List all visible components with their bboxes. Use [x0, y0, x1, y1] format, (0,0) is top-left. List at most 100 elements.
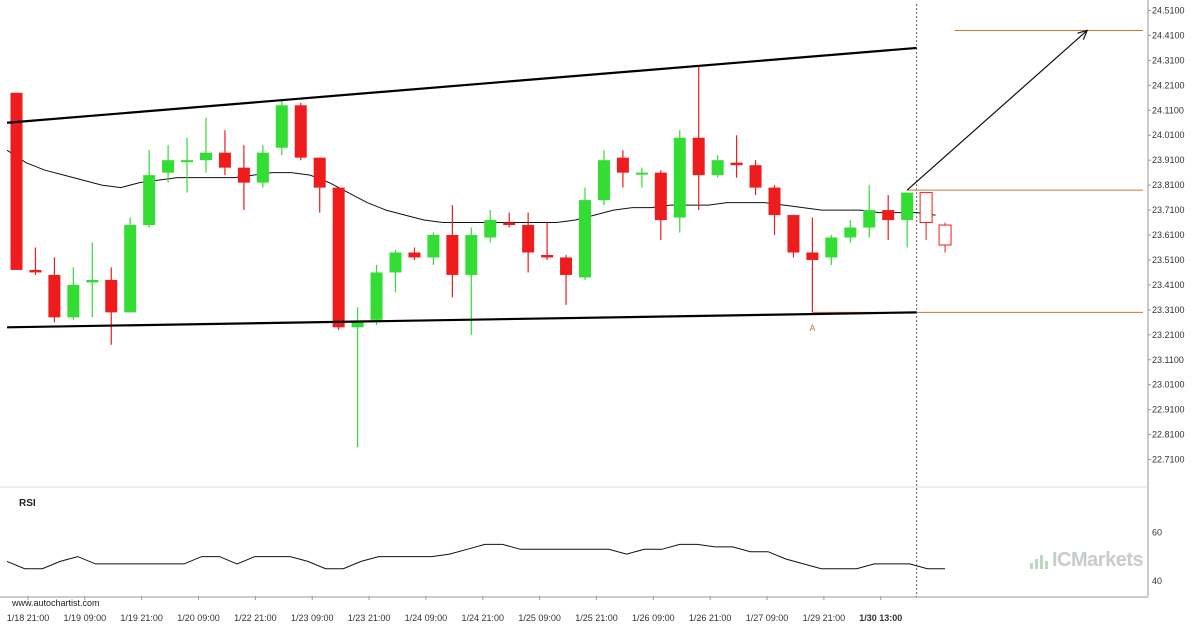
candle-body-up — [597, 160, 610, 201]
brand-logo: ICMarkets — [1030, 549, 1144, 572]
x-tick-label: 1/26 21:00 — [689, 613, 732, 623]
x-tick-label: 1/22 21:00 — [234, 613, 277, 623]
x-tick-label: 1/25 21:00 — [575, 613, 618, 623]
candle-body-up — [200, 152, 212, 161]
lower-channel-trendline — [7, 311, 917, 329]
candle-body-down — [806, 252, 819, 260]
candle-body-up — [162, 160, 175, 173]
x-tick-label: 1/19 09:00 — [64, 613, 107, 623]
candle-body-down — [882, 210, 895, 221]
candle-body-down — [616, 157, 629, 173]
x-tick-label: 1/19 21:00 — [120, 613, 163, 623]
candle-body-down — [787, 215, 800, 253]
candle-body-up — [389, 252, 402, 273]
x-tick-label: 1/23 21:00 — [348, 613, 391, 623]
candle-body-up — [863, 210, 876, 228]
y-tick-label: 24.1100 — [1152, 105, 1184, 115]
candle-body-down — [105, 279, 118, 313]
y-tick-label: 24.0100 — [1152, 130, 1185, 140]
x-tick-label: 1/25 09:00 — [518, 613, 561, 623]
candle-body-up — [673, 137, 686, 218]
candle-body-down — [730, 162, 743, 166]
y-tick-label: 23.4100 — [1152, 280, 1185, 290]
x-tick-label: 1/26 09:00 — [632, 613, 675, 623]
candle-body-up — [143, 175, 156, 226]
candle-body-up — [901, 192, 914, 221]
y-tick-label: 23.0100 — [1152, 380, 1185, 390]
candle-body-up — [465, 235, 478, 275]
candle-body-down — [294, 105, 307, 158]
x-tick-label: 1/23 09:00 — [291, 613, 334, 623]
y-tick-label: 23.3100 — [1152, 305, 1185, 315]
x-tick-label: 1/27 09:00 — [746, 613, 789, 623]
candle-body-up — [351, 322, 364, 328]
x-tick-label: 1/18 21:00 — [7, 613, 50, 623]
y-tick-label: 23.1100 — [1152, 355, 1184, 365]
candle-body-down — [408, 252, 421, 258]
candle-body-up — [124, 225, 137, 313]
candle-body-up — [579, 200, 591, 278]
y-tick-label: 22.8100 — [1152, 430, 1185, 440]
candle-body-down — [541, 254, 554, 258]
candle-body-down — [332, 187, 345, 328]
y-tick-label: 23.8100 — [1152, 180, 1185, 190]
candle-body-down — [522, 225, 535, 253]
y-tick-label: 24.4100 — [1152, 30, 1185, 40]
candle-body-up — [67, 284, 80, 318]
candle-body-down — [768, 187, 781, 216]
moving-average-line — [6, 149, 936, 223]
candle-body-up — [86, 279, 99, 283]
candle-body-down — [10, 92, 23, 270]
candle-body-down — [237, 167, 250, 183]
source-url[interactable]: www.autochartist.com — [12, 598, 100, 608]
y-tick-label: 22.9100 — [1152, 405, 1185, 415]
candle-body-down — [654, 172, 667, 221]
projected-candle-body — [919, 192, 933, 224]
candle-body-up — [427, 235, 440, 258]
y-tick-label: 23.5100 — [1152, 255, 1185, 265]
x-tick-label: 1/24 09:00 — [405, 613, 448, 623]
x-tick-label: 1/20 09:00 — [177, 613, 220, 623]
candle-body-down — [503, 222, 516, 226]
pattern-point-label: A — [809, 323, 815, 333]
candle-body-up — [844, 227, 857, 238]
y-tick-label: 23.9100 — [1152, 155, 1185, 165]
candle-body-up — [256, 152, 269, 183]
candle-body-up — [635, 172, 648, 175]
forecast-arrow-line — [906, 30, 1088, 191]
candle-body-up — [275, 105, 288, 148]
candle-body-up — [711, 160, 724, 176]
brand-bars-icon — [1030, 553, 1048, 569]
x-tick-label: 1/30 13:00 — [859, 613, 902, 623]
candle-body-up — [181, 160, 194, 163]
y-tick-label: 22.7100 — [1152, 455, 1185, 465]
rsi-title: RSI — [19, 498, 36, 509]
projected-candle-body — [938, 224, 952, 246]
candle-body-down — [29, 269, 42, 273]
candle-body-up — [825, 237, 838, 258]
rsi-tick-label: 40 — [1152, 576, 1162, 586]
y-tick-label: 23.6100 — [1152, 230, 1185, 240]
y-tick-label: 23.2100 — [1152, 330, 1185, 340]
y-tick-label: 24.2100 — [1152, 80, 1185, 90]
candle-body-up — [484, 220, 497, 238]
brand-name: ICMarkets — [1052, 549, 1144, 571]
candle-body-down — [48, 274, 61, 318]
candle-body-down — [218, 152, 231, 168]
candle-body-down — [446, 235, 459, 275]
candle-body-down — [749, 165, 762, 188]
candle-body-down — [692, 137, 705, 176]
x-tick-label: 1/24 21:00 — [462, 613, 505, 623]
forecast-arrow-head — [1077, 29, 1089, 40]
x-tick-label: 1/29 21:00 — [803, 613, 846, 623]
rsi-line — [6, 543, 945, 570]
rsi-tick-label: 60 — [1152, 527, 1162, 537]
y-tick-label: 23.7100 — [1152, 205, 1185, 215]
candle-body-down — [313, 157, 326, 188]
y-tick-label: 24.5100 — [1152, 5, 1185, 15]
candle-body-up — [370, 272, 383, 320]
upper-channel-trendline — [6, 46, 917, 124]
y-tick-label: 24.3100 — [1152, 55, 1185, 65]
